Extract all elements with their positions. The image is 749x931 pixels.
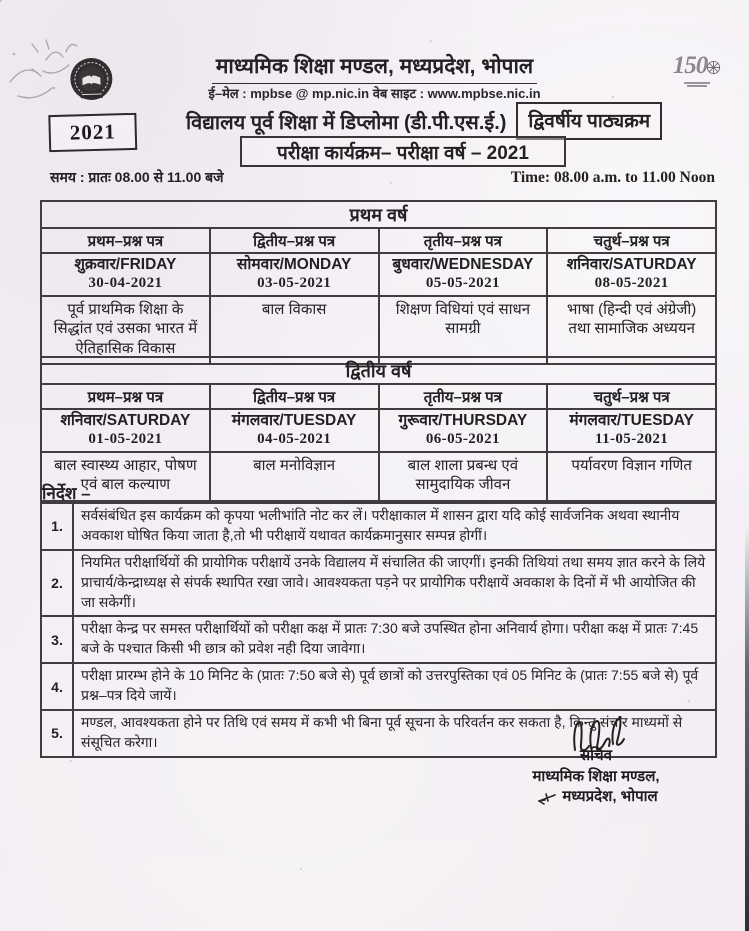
exam-day: गुरूवार/THURSDAY	[398, 412, 528, 429]
exam-program-title-box: परीक्षा कार्यक्रम– परीक्षा वर्ष – 2021	[240, 136, 566, 167]
instruction-text: सर्वसंबंधित इस कार्यक्रम को कृपया भलीभां…	[72, 502, 717, 551]
instruction-row: 2. नियमित परीक्षार्थियों की प्रायोगिक पर…	[40, 548, 717, 618]
instructions-heading: निर्देश –	[42, 484, 91, 503]
signature-scribble	[573, 715, 625, 752]
exam-date: 06-05-2021	[425, 430, 500, 447]
signatory-org: माध्यमिक शिक्षा मण्डल,	[532, 767, 660, 785]
exam-time-hindi: समय : प्रातः 08.00 से 11.00 बजे	[50, 169, 224, 185]
subject-cell: बाल विकास	[208, 294, 380, 366]
logo-caption-line	[684, 81, 710, 84]
exam-date: 01-05-2021	[88, 430, 163, 447]
instruction-number: 2.	[40, 548, 74, 618]
subject-cell: बाल स्वास्थ्य आहार, पोषण एवं बाल कल्याण	[40, 450, 211, 502]
instruction-text: मण्डल, आवश्यकता होने पर तिथि एवं समय में…	[72, 708, 717, 758]
paper-header-cell: तृतीय–प्रश्न पत्र	[377, 383, 549, 410]
exam-day-cell: गुरूवार/THURSDAY 06-05-2021	[377, 408, 549, 453]
paper-header-cell: तृतीय–प्रश्न पत्र	[377, 227, 549, 254]
instruction-row: 1. सर्वसंबंधित इस कार्यक्रम को कृपया भली…	[40, 502, 717, 551]
exam-date: 04-05-2021	[257, 430, 332, 447]
second-year-subject-row: बाल स्वास्थ्य आहार, पोषण एवं बाल कल्याण …	[40, 450, 717, 502]
exam-date: 05-05-2021	[425, 274, 500, 291]
instruction-text: परीक्षा केन्द्र पर समस्त परीक्षार्थियों …	[72, 615, 717, 665]
instruction-row: 4. परीक्षा प्रारम्भ होने के 10 मिनिट के …	[40, 662, 717, 711]
first-year-date-row: शुक्रवार/FRIDAY 30-04-2021 सोमवार/MONDAY 0…	[40, 252, 717, 297]
signature-block: सचिव माध्यमिक शिक्षा मण्डल, मध्यप्रदेश, …	[462, 714, 730, 808]
paper-header-cell: द्वितीय–प्रश्न पत्र	[208, 227, 380, 254]
first-year-table-title: प्रथम वर्ष	[40, 200, 717, 229]
subject-cell: पूर्व प्राथमिक शिक्षा के सिद्धांत एवं उस…	[40, 294, 211, 366]
scan-edge-shadow	[745, 525, 749, 931]
chakra-icon	[707, 60, 721, 75]
instruction-text: नियमित परीक्षार्थियों की प्रायोगिक परीक्…	[72, 548, 717, 618]
course-row: विद्यालय पूर्व शिक्षा में डिप्लोमा (डी.प…	[186, 102, 663, 140]
second-year-table-title: द्वितीय वर्ष	[40, 356, 717, 385]
signatory-place: मध्यप्रदेश, भोपाल	[562, 788, 658, 806]
first-year-table: प्रथम वर्ष प्रथम–प्रश्न पत्र द्वितीय–प्र…	[40, 200, 717, 366]
corner-pen-scribble	[9, 39, 78, 99]
gandhi-150-logo: 150	[661, 52, 733, 87]
course-title: विद्यालय पूर्व शिक्षा में डिप्लोमा (डी.प…	[186, 111, 507, 134]
exam-day-cell: सोमवार/MONDAY 03-05-2021	[208, 252, 380, 297]
first-year-header-row: प्रथम–प्रश्न पत्र द्वितीय–प्रश्न पत्र तृ…	[40, 227, 717, 254]
exam-day-cell: शनिवार/SATURDAY 08-05-2021	[546, 252, 717, 297]
org-title: माध्यमिक शिक्षा मण्डल, मध्यप्रदेश, भोपाल	[211, 52, 538, 84]
exam-day-cell: शनिवार/SATURDAY 01-05-2021	[40, 408, 211, 453]
subject-cell: भाषा (हिन्दी एवं अंग्रेजी) तथा सामाजिक अ…	[546, 294, 717, 366]
exam-day: शनिवार/SATURDAY	[60, 412, 191, 429]
instruction-row: 5. मण्डल, आवश्यकता होने पर तिथि एवं समय …	[40, 708, 717, 758]
subject-cell: पर्यावरण विज्ञान गणित	[546, 450, 717, 502]
second-year-header-row: प्रथम–प्रश्न पत्र द्वितीय–प्रश्न पत्र तृ…	[40, 383, 717, 410]
second-year-date-row: शनिवार/SATURDAY 01-05-2021 मंगलवार/TUESDA…	[40, 408, 717, 453]
exam-date: 03-05-2021	[257, 274, 332, 291]
subject-cell: शिक्षण विधियां एवं साधन सामग्री	[377, 294, 549, 366]
instruction-row: 3. परीक्षा केन्द्र पर समस्त परीक्षार्थिय…	[40, 615, 717, 665]
course-duration-badge: द्विवर्षीय पाठ्यक्रम	[516, 102, 663, 140]
paper-header-cell: चतुर्थ–प्रश्न पत्र	[546, 227, 717, 254]
paper-header-cell: द्वितीय–प्रश्न पत्र	[208, 383, 380, 410]
exam-day: मंगलवार/TUESDAY	[231, 412, 357, 429]
signatory-designation: सचिव	[580, 747, 612, 764]
logo-caption-line	[687, 85, 707, 87]
time-row: समय : प्रातः 08.00 से 11.00 बजे Time: 08…	[50, 168, 715, 187]
exam-day: सोमवार/MONDAY	[236, 256, 352, 273]
instruction-number: 3.	[40, 615, 74, 665]
instruction-number: 4.	[40, 662, 74, 711]
exam-year-label: 2021	[69, 119, 117, 145]
exam-day: शनिवार/SATURDAY	[566, 256, 697, 273]
exam-day: मंगलवार/TUESDAY	[569, 412, 694, 429]
instruction-number: 1.	[40, 502, 74, 551]
exam-date: 30-04-2021	[88, 274, 163, 291]
first-year-subject-row: पूर्व प्राथमिक शिक्षा के सिद्धांत एवं उस…	[40, 294, 717, 366]
exam-day: शुक्रवार/FRIDAY	[74, 256, 177, 273]
paper-header-cell: प्रथम–प्रश्न पत्र	[40, 227, 211, 254]
exam-time-english: Time: 08.00 a.m. to 11.00 Noon	[510, 169, 715, 186]
scan-noise	[0, 0, 2, 2]
exam-day-cell: मंगलवार/TUESDAY 11-05-2021	[546, 408, 717, 453]
exam-program-title: परीक्षा कार्यक्रम– परीक्षा वर्ष – 2021	[277, 142, 529, 164]
exam-day-cell: मंगलवार/TUESDAY 04-05-2021	[208, 408, 380, 453]
exam-day-cell: बुधवार/WEDNESDAY 05-05-2021	[377, 252, 549, 297]
paper-header-cell: प्रथम–प्रश्न पत्र	[40, 383, 211, 410]
exam-day-cell: शुक्रवार/FRIDAY 30-04-2021	[40, 252, 211, 297]
second-year-table: द्वितीय वर्ष प्रथम–प्रश्न पत्र द्वितीय–प…	[40, 356, 717, 502]
contact-line: ई–मेल : mpbse @ mp.nic.in वेब साइट : www…	[208, 86, 541, 101]
exam-date: 08-05-2021	[594, 274, 669, 291]
signatory-place-line: मध्यप्रदेश, भोपाल	[462, 787, 730, 808]
exam-date: 11-05-2021	[595, 430, 669, 447]
board-seal-block: 2021	[41, 54, 143, 153]
board-seal-icon	[70, 58, 113, 101]
pen-arrow-mark	[538, 792, 557, 805]
org-title-row: माध्यमिक शिक्षा मण्डल, मध्यप्रदेश, भोपाल	[0, 52, 749, 84]
subject-cell: बाल मनोविज्ञान	[208, 450, 380, 502]
paper-header-cell: चतुर्थ–प्रश्न पत्र	[546, 383, 717, 410]
logo-150-text: 150	[672, 52, 708, 79]
instruction-text: परीक्षा प्रारम्भ होने के 10 मिनिट के (प्…	[72, 662, 717, 711]
exam-day: बुधवार/WEDNESDAY	[392, 256, 534, 273]
exam-year-badge: 2021	[48, 112, 138, 153]
instructions-table: 1. सर्वसंबंधित इस कार्यक्रम को कृपया भली…	[40, 502, 717, 758]
instruction-number: 5.	[40, 708, 74, 758]
subject-cell: बाल शाला प्रबन्ध एवं सामुदायिक जीवन	[377, 450, 549, 502]
